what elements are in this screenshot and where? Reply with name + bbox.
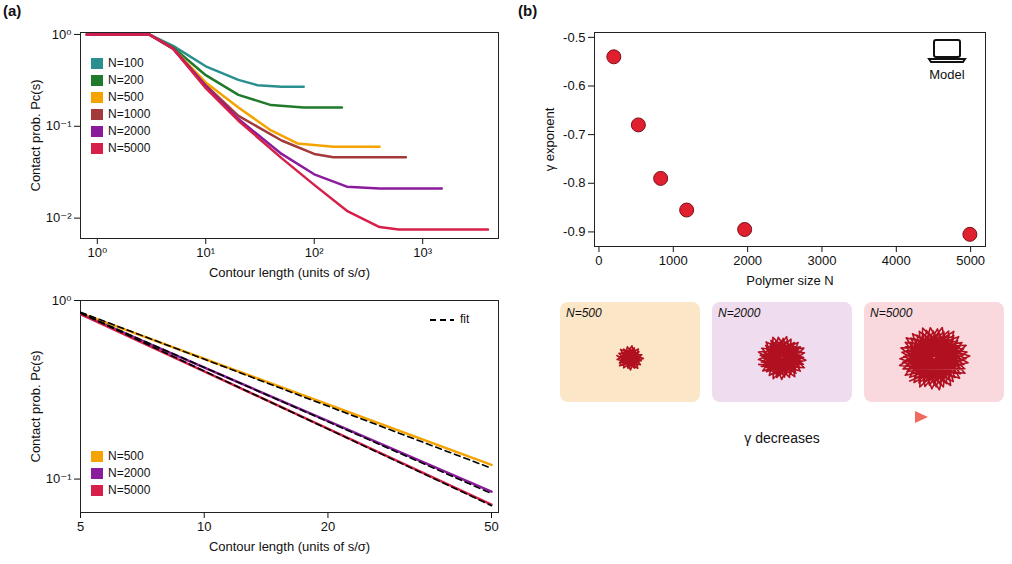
svg-text:10⁻¹: 10⁻¹ — [46, 118, 72, 133]
svg-text:-0.8: -0.8 — [563, 175, 585, 190]
svg-text:5000: 5000 — [956, 253, 985, 268]
svg-text:20: 20 — [321, 519, 335, 534]
svg-text:Contact prob. Pc(s): Contact prob. Pc(s) — [28, 351, 43, 463]
svg-text:50: 50 — [484, 519, 498, 534]
html-text:N=2000: N=2000 — [718, 306, 761, 320]
svg-text:3000: 3000 — [808, 253, 837, 268]
html-text:N=200: N=200 — [108, 73, 144, 87]
html-text:N=100: N=100 — [108, 56, 144, 70]
html-text:fit: fit — [460, 312, 470, 326]
svg-text:Contour length (units of s/σ): Contour length (units of s/σ) — [209, 539, 370, 554]
html-text:N=1000: N=1000 — [108, 107, 151, 121]
svg-text:-0.6: -0.6 — [563, 78, 585, 93]
svg-text:10¹: 10¹ — [196, 245, 215, 260]
html-text:N=2000: N=2000 — [108, 124, 151, 138]
svg-text:Contour length (units of s/σ): Contour length (units of s/σ) — [209, 265, 370, 280]
svg-text:10⁰: 10⁰ — [87, 245, 107, 260]
html-text:N=5000: N=5000 — [108, 141, 151, 155]
svg-text:-0.5: -0.5 — [563, 30, 585, 45]
svg-text:1000: 1000 — [659, 253, 688, 268]
svg-text:Contact prob. Pc(s): Contact prob. Pc(s) — [28, 80, 43, 192]
svg-text:4000: 4000 — [882, 253, 911, 268]
html-text:Model: Model — [929, 67, 965, 82]
html-text:(a): (a) — [3, 2, 22, 19]
html-text:γ decreases: γ decreases — [744, 430, 820, 446]
svg-text:2000: 2000 — [733, 253, 762, 268]
html-text:N=500: N=500 — [108, 449, 144, 463]
html-text:N=500: N=500 — [108, 90, 144, 104]
svg-text:0: 0 — [595, 253, 602, 268]
html-text:N=500: N=500 — [566, 306, 602, 320]
svg-text:γ exponent: γ exponent — [542, 107, 557, 171]
svg-text:Polymer size N: Polymer size N — [746, 273, 833, 288]
svg-text:10: 10 — [197, 519, 211, 534]
svg-text:10³: 10³ — [413, 245, 432, 260]
html-text:N=5000: N=5000 — [108, 483, 151, 497]
svg-text:-0.9: -0.9 — [563, 224, 585, 239]
svg-text:10⁻¹: 10⁻¹ — [46, 471, 72, 486]
svg-text:10⁰: 10⁰ — [52, 293, 72, 308]
html-text:N=2000: N=2000 — [108, 466, 151, 480]
svg-text:10⁻²: 10⁻² — [46, 210, 72, 225]
svg-text:-0.7: -0.7 — [563, 127, 585, 142]
svg-text:10²: 10² — [305, 245, 324, 260]
html-text:N=5000: N=5000 — [870, 306, 913, 320]
svg-text:5: 5 — [77, 519, 84, 534]
svg-text:10⁰: 10⁰ — [52, 27, 72, 42]
html-text:(b): (b) — [518, 2, 538, 19]
